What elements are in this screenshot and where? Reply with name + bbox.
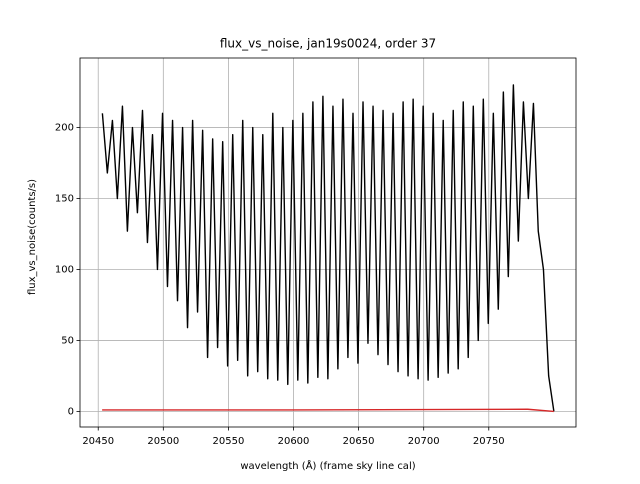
plot-frame	[79, 57, 577, 428]
chart-title: flux_vs_noise, jan19s0024, order 37	[220, 37, 436, 51]
x-tick-label: 20750	[473, 436, 505, 447]
x-tick-label: 20650	[343, 436, 375, 447]
y-tick-label: 200	[55, 123, 74, 134]
y-axis-label: flux_vs_noise(counts/s)	[27, 179, 38, 295]
x-tick-label: 20700	[408, 436, 440, 447]
line-series	[101, 84, 555, 412]
line-series	[102, 408, 554, 413]
y-tick-label: 100	[55, 264, 74, 275]
y-tick-label: 150	[55, 194, 74, 205]
y-tick-label: 0	[68, 406, 74, 417]
x-tick-label: 20450	[82, 436, 114, 447]
x-tick-label: 20600	[278, 436, 310, 447]
x-tick-label: 20500	[147, 436, 179, 447]
x-axis-label: wavelength (Å) (frame sky line cal)	[240, 459, 415, 472]
y-tick-label: 50	[61, 335, 74, 346]
x-tick-label: 20550	[213, 436, 245, 447]
